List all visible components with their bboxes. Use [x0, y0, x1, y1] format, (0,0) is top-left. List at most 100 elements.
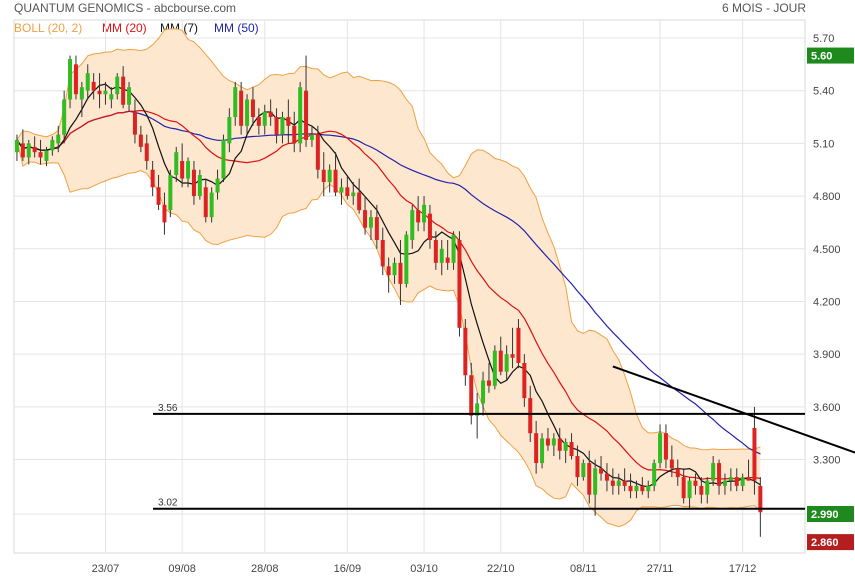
candle-body — [457, 239, 462, 328]
x-tick-label: 22/10 — [487, 563, 515, 575]
candle-body — [79, 87, 84, 100]
candle-body — [374, 217, 379, 240]
candle-body — [734, 477, 739, 486]
candle-body — [622, 480, 627, 486]
candle-body — [652, 463, 657, 486]
candle-body — [699, 485, 704, 495]
candle-body — [168, 175, 173, 211]
price-badge-label: 5.60 — [811, 51, 832, 63]
candle-body — [404, 234, 409, 284]
candle-body — [663, 433, 668, 460]
candle-body — [304, 90, 309, 140]
candle-body — [392, 262, 397, 276]
x-tick-label: 03/10 — [410, 563, 438, 575]
y-tick-label: 5.40 — [813, 86, 834, 98]
candle-body — [56, 134, 61, 144]
period-label: 6 MOIS - JOUR — [722, 1, 807, 15]
candle-body — [186, 160, 191, 179]
y-tick-label: 4.800 — [813, 191, 841, 203]
candle-body — [380, 239, 385, 267]
candle-body — [227, 117, 232, 144]
candle-body — [127, 87, 132, 105]
plot-area — [13, 19, 806, 554]
candle-body — [38, 152, 43, 158]
candle-body — [144, 143, 149, 161]
candle-body — [85, 73, 90, 91]
candle-body — [233, 87, 238, 118]
y-tick-label: 3.300 — [813, 455, 841, 467]
candle-body — [551, 438, 556, 446]
candle-body — [516, 327, 521, 363]
candle-body — [26, 143, 31, 158]
candle-body — [97, 90, 102, 95]
candle-body — [103, 90, 108, 95]
candle-body — [357, 192, 362, 211]
candle-body — [321, 169, 326, 183]
candle-body — [634, 485, 639, 492]
candle-body — [587, 463, 592, 495]
candle-body — [681, 477, 686, 499]
candle-body — [481, 380, 486, 404]
candle-body — [115, 76, 120, 95]
candle-body — [669, 459, 674, 469]
mm20-line — [16, 109, 761, 480]
candle-body — [180, 160, 185, 179]
x-tick-label: 08/11 — [570, 563, 597, 575]
y-tick-label: 4.200 — [813, 296, 841, 308]
candle-body — [604, 473, 609, 481]
candle-body — [427, 213, 432, 240]
candle-body — [563, 441, 568, 451]
candle-body — [250, 99, 255, 118]
candle-body — [469, 375, 474, 416]
x-tick-label: 27/11 — [647, 563, 674, 575]
candle-body — [640, 485, 645, 492]
level-label: 3.56 — [158, 403, 178, 414]
candle-body — [256, 117, 261, 126]
candle-body — [121, 76, 126, 105]
candle-body — [610, 480, 615, 486]
candle-body — [162, 204, 167, 223]
candle-body — [528, 398, 533, 434]
candle-body — [215, 178, 220, 193]
candle-body — [50, 139, 55, 151]
candle-body — [274, 117, 279, 135]
candle-body — [746, 477, 751, 481]
candle-body — [658, 433, 663, 464]
y-tick-label: 3.900 — [813, 349, 841, 361]
candle-body — [292, 125, 297, 144]
legend-boll: BOLL (20, 2) — [14, 21, 83, 35]
candle-body — [575, 456, 580, 478]
x-tick-label: 17/12 — [729, 563, 757, 575]
candle-body — [722, 480, 727, 486]
price-badge-label: 2.990 — [811, 509, 839, 521]
candle-body — [534, 433, 539, 464]
x-tick-label: 09/08 — [168, 563, 196, 575]
candle-body — [91, 81, 96, 91]
x-tick-label: 23/07 — [92, 563, 120, 575]
x-tick-label: 28/08 — [251, 563, 279, 575]
candle-body — [439, 248, 444, 263]
candle-body — [422, 204, 427, 223]
candle-body — [463, 327, 468, 376]
price-badge — [807, 506, 854, 522]
candle-body — [345, 187, 350, 197]
candle-body — [191, 169, 196, 197]
candle-body — [675, 468, 680, 478]
candle-body — [498, 350, 503, 372]
legend-mm50: MM (50) — [214, 21, 259, 35]
candle-body — [138, 134, 143, 147]
candle-body — [492, 350, 497, 386]
level-label: 3.02 — [158, 498, 178, 509]
candle-body — [221, 139, 226, 179]
candle-body — [711, 463, 716, 481]
y-tick-label: 3.600 — [813, 402, 841, 414]
candle-body — [298, 87, 303, 144]
candle-body — [410, 210, 415, 240]
candle-body — [73, 64, 78, 95]
candle-body — [309, 134, 314, 140]
candle-body — [646, 485, 651, 492]
candle-body — [239, 90, 244, 126]
candle-body — [368, 217, 373, 228]
chart-title: QUANTUM GENOMICS - abcbourse.com — [14, 1, 237, 15]
